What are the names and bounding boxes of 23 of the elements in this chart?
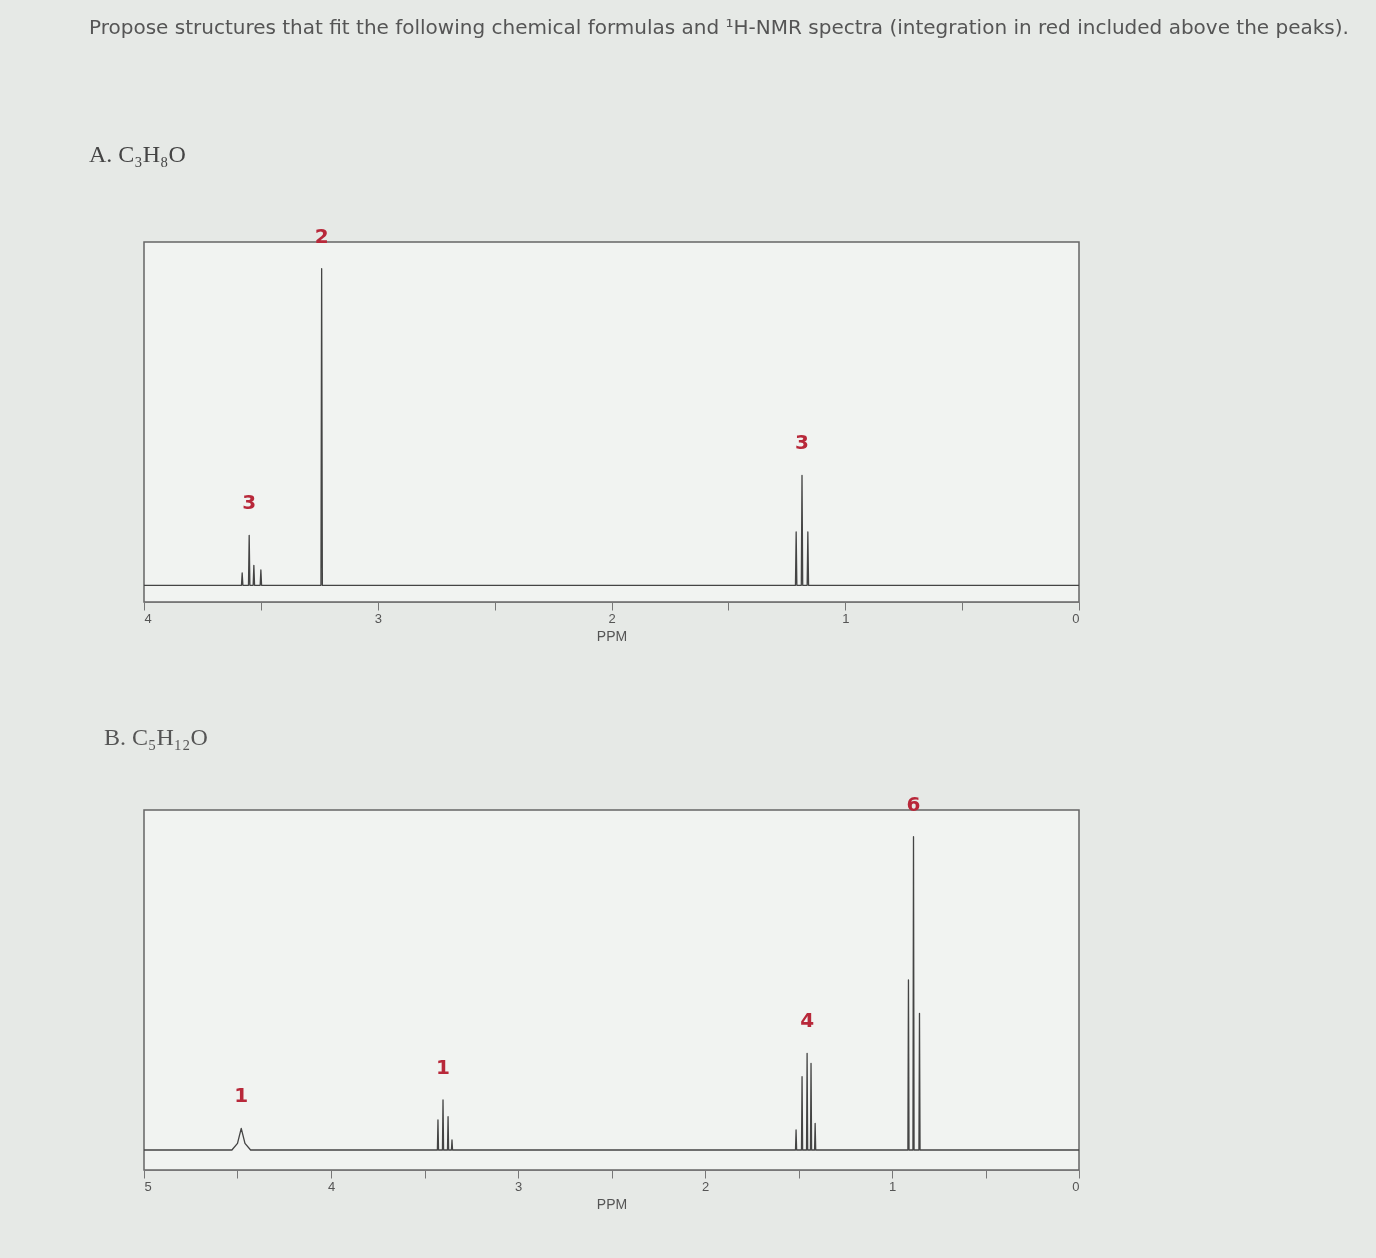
x-tick-label: 0: [1072, 610, 1080, 626]
annotation: 6: [906, 791, 921, 816]
annotation: 2: [314, 223, 329, 248]
chart-subtitle: A. C₃H₈O: [89, 140, 186, 167]
chart-title: Propose structures that fit the following chemical formulas and ¹H-NMR spectra (integration in red included above the peaks).: [89, 14, 1349, 39]
annotation: 1: [436, 1055, 450, 1079]
x-tick-label: 2: [701, 1178, 710, 1194]
x-axis-title: PPM: [596, 1195, 628, 1212]
x-tick-label: 3: [374, 610, 382, 626]
x-tick-label: 3: [514, 1178, 523, 1194]
x-tick-label: 4: [144, 610, 152, 626]
annotation: 1: [234, 1083, 249, 1108]
x-tick-label: 5: [144, 1178, 152, 1194]
x-tick-label: 4: [327, 1178, 336, 1194]
chart-subtitle: B. C₅H₁₂O: [104, 723, 208, 750]
annotation: 3: [242, 490, 257, 515]
x-tick-label: 2: [608, 610, 616, 626]
annotation: 3: [795, 430, 809, 455]
x-axis-title: PPM: [596, 627, 628, 644]
x-tick-label: 1: [888, 1178, 897, 1194]
x-tick-label: 1: [842, 610, 850, 626]
x-tick-label: 0: [1072, 1178, 1080, 1194]
annotation: 4: [800, 1008, 815, 1033]
